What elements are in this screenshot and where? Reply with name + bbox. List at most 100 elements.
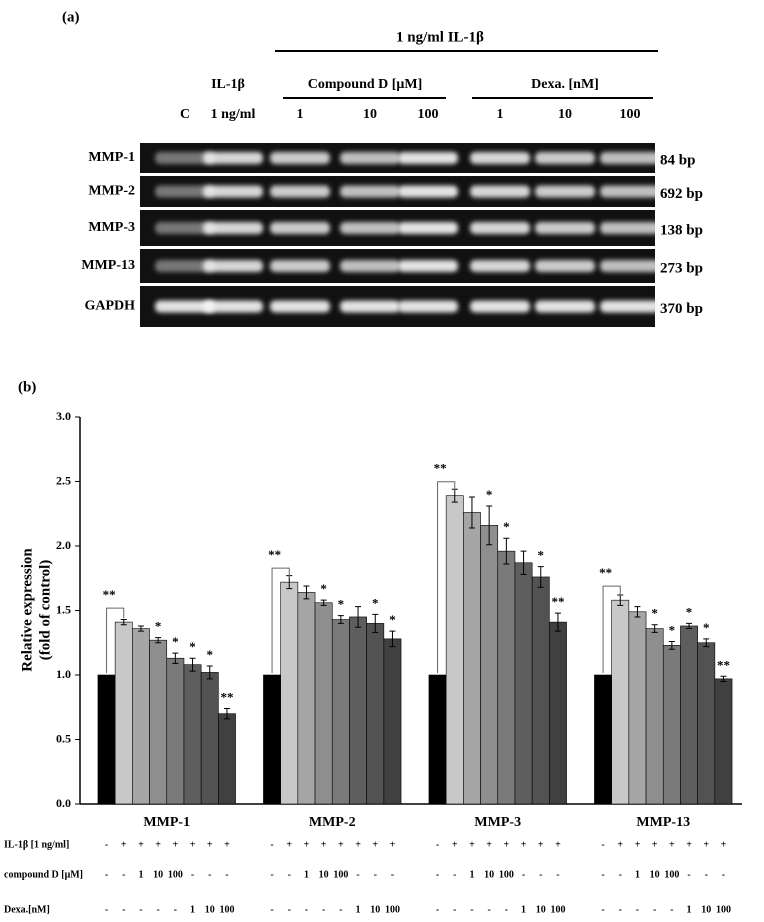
lane-label: 100 — [620, 107, 641, 122]
treatment-cell: - — [619, 904, 622, 915]
bar — [628, 611, 647, 805]
significance: * — [320, 581, 327, 596]
treatment-cell: + — [721, 839, 727, 850]
error-bar — [372, 613, 379, 633]
treatment-cell: 1 — [469, 869, 474, 880]
treatment-cell: 1 — [138, 869, 143, 880]
treatment-cell: 100 — [499, 869, 514, 880]
gel-band — [535, 185, 595, 198]
y-axis-label: (fold of control) — [37, 560, 53, 661]
bar — [218, 713, 236, 805]
treatment-cell: - — [122, 904, 125, 915]
treatment-cell: - — [436, 904, 439, 915]
treatment-cell: 10 — [153, 869, 163, 880]
treatment-cell: 1 — [687, 904, 692, 915]
significance: * — [703, 620, 710, 635]
bar — [611, 599, 630, 805]
bracket — [437, 481, 456, 673]
treatment-cell: - — [105, 904, 108, 915]
gel-band — [203, 300, 263, 313]
header: Compound D [μM] — [308, 77, 423, 92]
significance: * — [669, 622, 676, 637]
treatment-cell: + — [172, 839, 178, 850]
gel-band — [398, 185, 458, 198]
gel-band — [470, 222, 530, 234]
treatment-cell: 10 — [319, 869, 329, 880]
treatment-cell: - — [208, 869, 211, 880]
error-bar — [703, 638, 710, 648]
error-bar — [320, 599, 327, 606]
bar — [200, 672, 219, 805]
treatment-cell: + — [304, 839, 310, 850]
gel-band — [270, 222, 330, 234]
gel-band — [470, 260, 530, 272]
treatment-cell: 100 — [385, 904, 400, 915]
size-label: 273 bp — [660, 260, 703, 276]
treatment-cell: - — [601, 869, 604, 880]
gel-band — [535, 222, 595, 234]
error-bar — [468, 496, 475, 529]
gel-band — [340, 260, 400, 272]
gel-band — [270, 260, 330, 272]
bar — [263, 674, 281, 805]
gel-band — [203, 185, 263, 198]
bar — [114, 621, 133, 805]
significance: * — [207, 647, 214, 662]
bar — [662, 645, 681, 805]
bar — [280, 581, 299, 805]
gel-band — [470, 300, 530, 313]
gel-band — [155, 222, 215, 234]
header: Dexa. [nM] — [531, 77, 599, 92]
bar — [366, 623, 385, 805]
gel-band — [340, 152, 400, 164]
error-bar — [355, 606, 362, 628]
bar — [680, 625, 698, 805]
treatment-cell: 100 — [333, 869, 348, 880]
treatment-cell: - — [619, 869, 622, 880]
treatment-cell: - — [601, 839, 604, 850]
treatment-cell: + — [686, 839, 692, 850]
treatment-cell: + — [138, 839, 144, 850]
treatment-cell: 1 — [304, 869, 309, 880]
treatment-cell: + — [703, 839, 709, 850]
lane-label: C — [180, 107, 190, 122]
bar — [594, 674, 612, 805]
significance: * — [338, 597, 345, 612]
gel-band — [470, 152, 530, 164]
y-tick-label: 2.5 — [56, 473, 71, 487]
gel-band — [398, 300, 458, 313]
row-label: MMP-1 — [88, 150, 135, 165]
treatment-cell: + — [635, 839, 641, 850]
bar — [549, 621, 567, 805]
bracket-label: ** — [599, 565, 612, 580]
treatment-cell: 10 — [484, 869, 494, 880]
treatment-cell: - — [288, 869, 291, 880]
treatment-cell: 1 — [356, 904, 361, 915]
significance: * — [389, 612, 396, 627]
significance: * — [486, 487, 493, 502]
treatment-cell: + — [652, 839, 658, 850]
gel-band — [270, 152, 330, 164]
error-bar — [634, 606, 641, 618]
size-label: 692 bp — [660, 186, 703, 202]
bar — [149, 639, 168, 805]
y-tick-label: 1.0 — [56, 667, 71, 681]
gel-band — [270, 300, 330, 313]
gel-band — [600, 185, 660, 198]
y-tick-label: 3.0 — [56, 409, 71, 423]
lane-label: 1 — [297, 107, 304, 122]
treatment-label: compound D [μM] — [4, 869, 83, 880]
treatment-cell: - — [687, 869, 690, 880]
treatment-cell: - — [505, 904, 508, 915]
x-tick-label: MMP-1 — [143, 815, 190, 830]
y-tick-label: 0.5 — [56, 731, 71, 745]
error-bar — [686, 622, 693, 630]
error-bar — [503, 537, 510, 565]
treatment-cell: - — [322, 904, 325, 915]
treatment-cell: + — [121, 839, 127, 850]
treatment-cell: - — [436, 839, 439, 850]
treatment-cell: + — [452, 839, 458, 850]
bar — [497, 550, 516, 805]
gel-band — [340, 222, 400, 234]
significance: * — [686, 604, 693, 619]
